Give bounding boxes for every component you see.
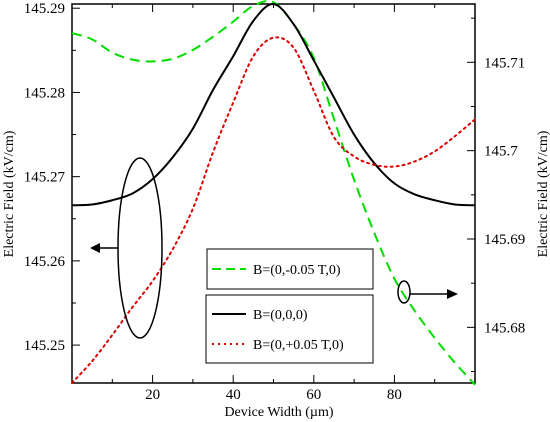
y-left-tick-label: 145.29	[24, 1, 65, 17]
annotation-arrowhead-right	[447, 289, 458, 299]
y-axis-title-right: Electric Field (kV/cm)	[536, 130, 550, 257]
legend-label-series-2: B=(0,0,0)	[253, 308, 308, 323]
legend-label-series-1: B=(0,-0.05 T,0)	[253, 263, 341, 278]
x-tick-label: 60	[306, 387, 321, 403]
y-left-tick-label: 145.26	[24, 254, 66, 270]
legend-box-2: B=(0,0,0) B=(0,+0.05 T,0)	[205, 294, 374, 364]
annotation-left-axis-pointer	[90, 157, 163, 339]
legend-box-1: B=(0,-0.05 T,0)	[206, 248, 374, 290]
y-left-tick-label: 145.25	[24, 338, 65, 354]
ticks	[72, 4, 475, 383]
x-tick-label: 20	[145, 387, 160, 403]
series-line-2	[71, 3, 476, 207]
y-right-tick-label: 145.68	[484, 320, 525, 336]
x-axis-title: Device Width (µm)	[224, 405, 333, 420]
annotation-ellipse-left	[117, 157, 163, 339]
y-left-tick-label: 145.28	[24, 85, 65, 101]
y-left-tick-label: 145.27	[24, 170, 66, 186]
legend-box-2-frame	[205, 294, 374, 364]
y-right-tick-label: 145.7	[484, 144, 518, 160]
series-line-1	[71, 0, 476, 386]
x-tick-label: 40	[226, 387, 241, 403]
legend-label-series-3: B=(0,+0.05 T,0)	[253, 338, 344, 353]
y-axis-title-left: Electric Field (kV/cm)	[2, 130, 17, 257]
annotation-arrowhead-left	[90, 243, 100, 253]
y-right-tick-label: 145.71	[484, 55, 525, 71]
series-layer	[71, 0, 476, 386]
x-tick-label: 80	[387, 387, 402, 403]
annotation-right-axis-pointer	[397, 280, 458, 304]
annotation-ellipse-right	[397, 280, 411, 304]
series-line-3	[71, 36, 476, 384]
tick-labels: 20 40 60 80 145.25 145.26 145.27 145.28 145.29 14…	[24, 1, 526, 403]
y-right-tick-label: 145.69	[484, 232, 525, 248]
